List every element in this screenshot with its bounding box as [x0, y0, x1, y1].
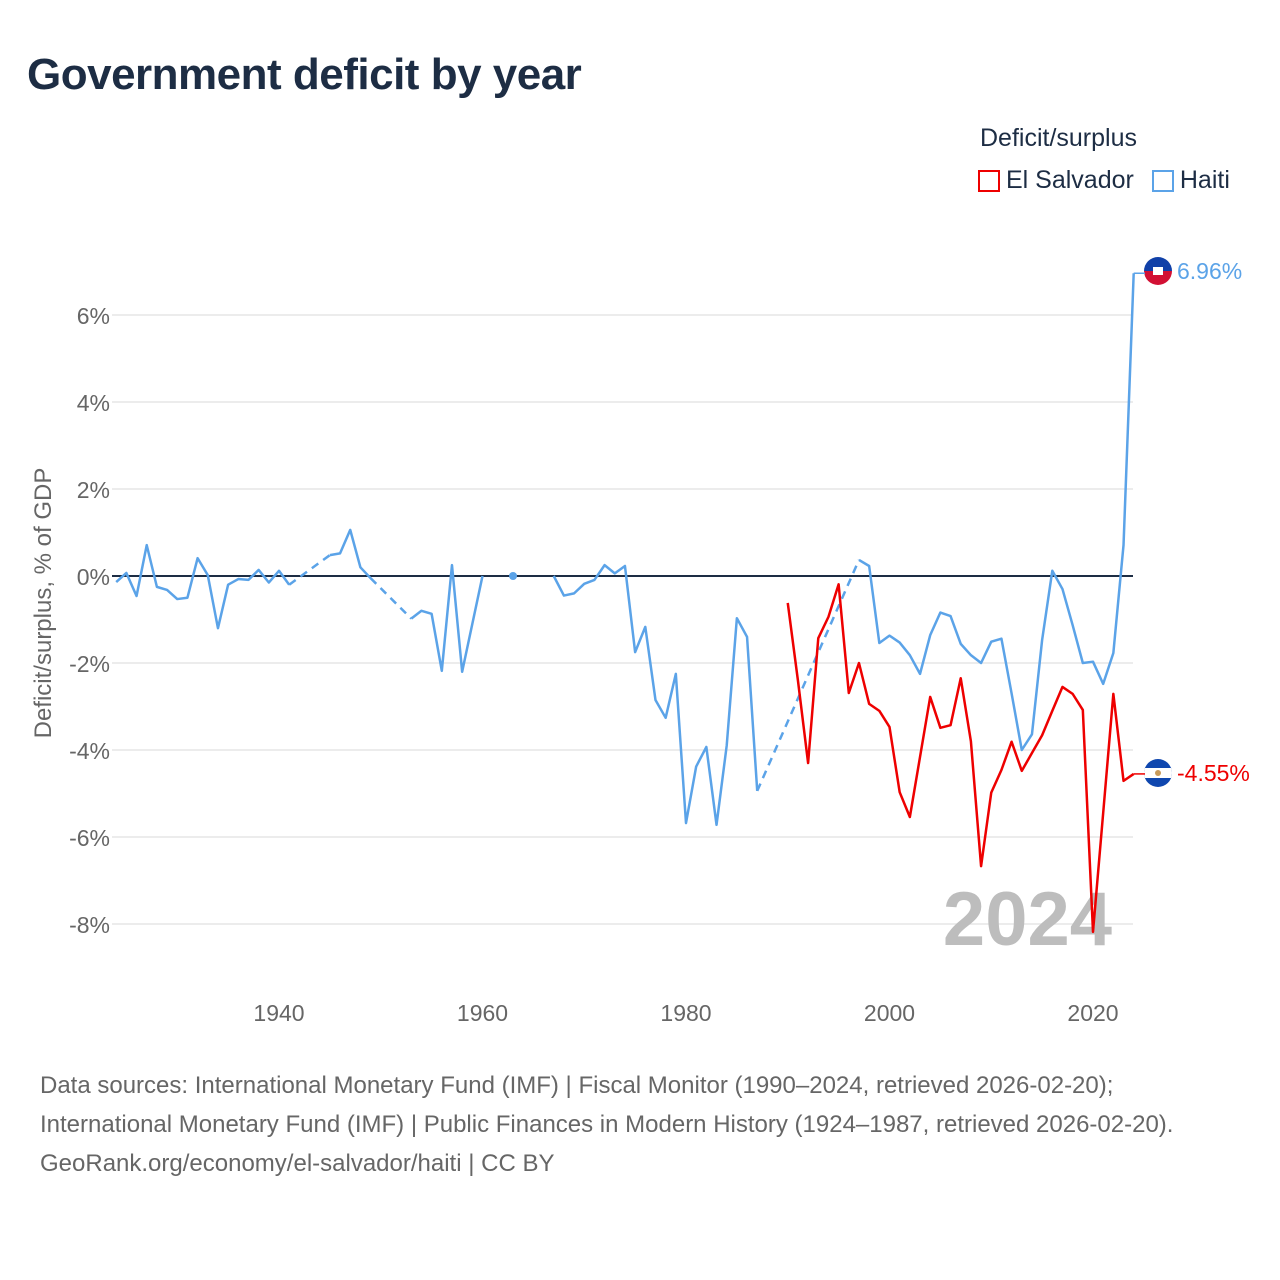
legend-swatch-el-salvador: [978, 169, 1000, 192]
x-tick-label: 1940: [253, 1000, 304, 1026]
y-tick-label: 4%: [77, 390, 110, 416]
y-axis-label: Deficit/surplus, % of GDP: [30, 468, 57, 739]
legend-item-haiti[interactable]: Haiti: [1151, 166, 1230, 195]
y-tick-label: -8%: [69, 912, 110, 938]
footer: Data sources: International Monetary Fun…: [40, 1066, 1240, 1183]
legend: El Salvador Haiti: [978, 166, 1230, 195]
haiti-gap-connector: [288, 554, 331, 586]
el-salvador-end-label: -4.55%: [1177, 760, 1250, 786]
chart-title: Government deficit by year: [27, 50, 582, 99]
legend-swatch-haiti: [1151, 169, 1174, 192]
data-sources: Data sources: International Monetary Fun…: [40, 1072, 1174, 1138]
x-tick-label: 2000: [864, 1000, 915, 1026]
legend-label: El Salvador: [1006, 166, 1134, 194]
haiti-line: [410, 563, 484, 673]
legend-title: Deficit/surplus: [980, 124, 1137, 152]
el-salvador-line: [786, 583, 1135, 934]
haiti-line: [858, 273, 1135, 752]
haiti-gap-connector: [369, 577, 413, 620]
y-tick-label: -6%: [69, 825, 110, 851]
year-watermark: 2024: [943, 877, 1112, 962]
haiti-line: [115, 543, 291, 630]
el-salvador-flag-icon: [1144, 759, 1172, 787]
haiti-line: [329, 528, 372, 580]
haiti-point: [509, 572, 518, 580]
credit-link[interactable]: GeoRank.org/economy/el-salvador/haiti | …: [40, 1150, 555, 1177]
y-tick-label: -4%: [69, 738, 110, 764]
y-tick-label: 6%: [77, 303, 110, 329]
legend-label: Haiti: [1179, 166, 1230, 194]
x-tick-label: 2020: [1067, 1000, 1118, 1026]
haiti-end-label: 6.96%: [1177, 258, 1242, 284]
haiti-flag-icon: [1144, 257, 1172, 285]
legend-item-el-salvador[interactable]: El Salvador: [978, 166, 1134, 195]
y-tick-label: 0%: [77, 564, 110, 590]
x-tick-label: 1980: [660, 1000, 711, 1026]
haiti-gap-connector: [756, 559, 861, 792]
haiti-line: [552, 563, 759, 827]
y-tick-label: 2%: [77, 477, 110, 503]
y-tick-label: -2%: [69, 651, 110, 677]
x-tick-label: 1960: [457, 1000, 508, 1026]
